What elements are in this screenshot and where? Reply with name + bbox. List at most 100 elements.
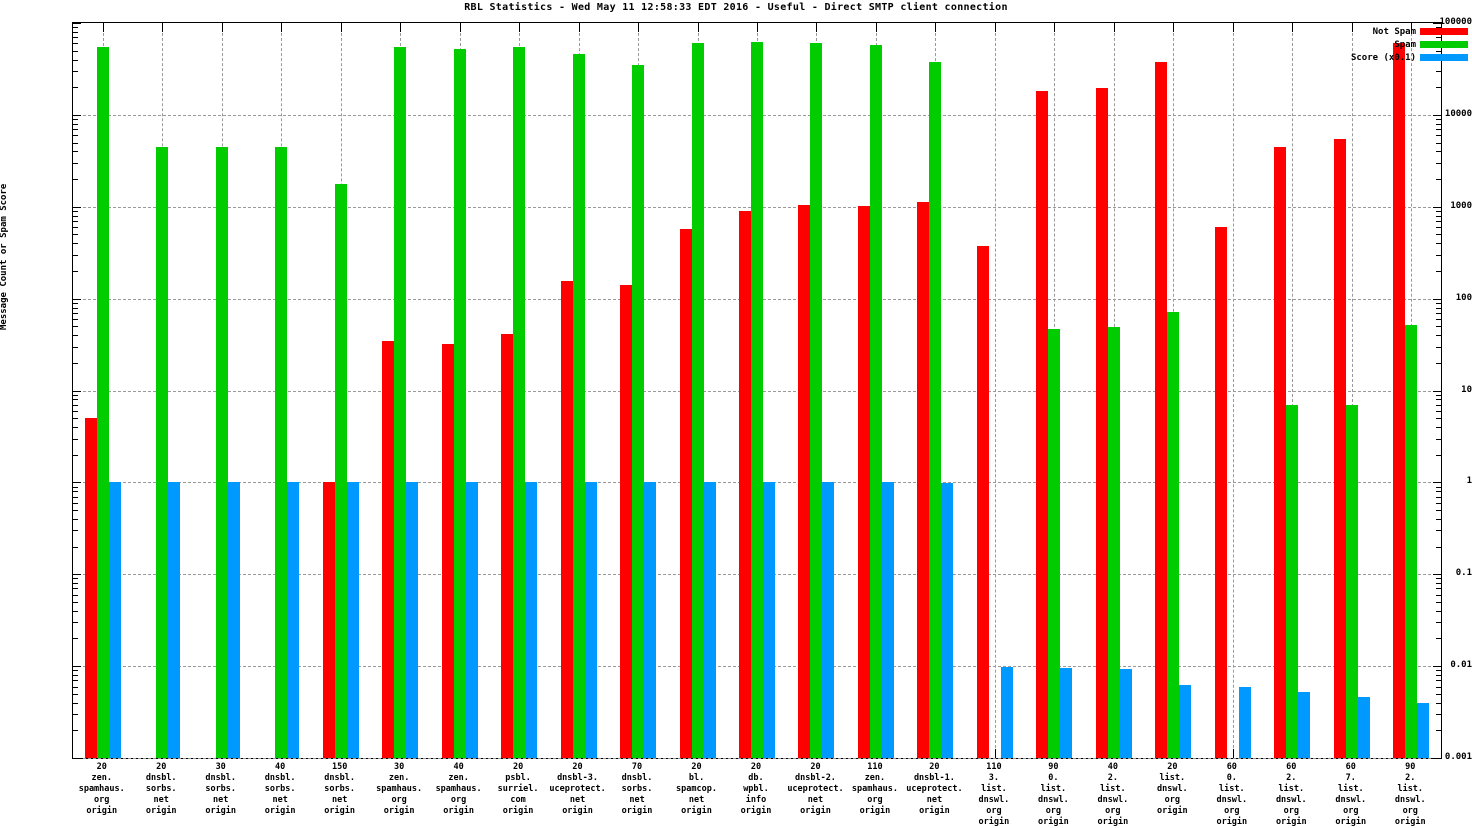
x-axis-tick bbox=[995, 23, 996, 32]
y-axis-minor-tick bbox=[1436, 410, 1441, 412]
y-axis-minor-tick bbox=[1436, 87, 1441, 89]
y-axis-minor-tick bbox=[73, 27, 78, 29]
bar-spam bbox=[334, 184, 347, 758]
x-axis-tick bbox=[341, 23, 342, 32]
x-axis-tick-label: 40 zen. spamhaus. org origin bbox=[435, 762, 482, 816]
bar-spam bbox=[751, 42, 763, 758]
y-axis-major-tick bbox=[1433, 23, 1441, 24]
y-axis-minor-tick bbox=[1436, 129, 1441, 131]
bar-spam bbox=[275, 146, 288, 758]
y-axis-minor-tick bbox=[73, 31, 78, 33]
gridline-vertical bbox=[1233, 23, 1234, 758]
bar-score bbox=[1119, 669, 1132, 758]
y-axis-minor-tick bbox=[1436, 243, 1441, 245]
bar-score bbox=[763, 482, 775, 758]
y-axis-minor-tick bbox=[73, 438, 78, 440]
y-axis-minor-tick bbox=[1436, 307, 1441, 309]
y-axis-minor-tick bbox=[73, 215, 78, 217]
x-axis-tick-label: 110 3. list. dnswl. org origin bbox=[978, 762, 1010, 827]
y-axis-minor-tick bbox=[73, 142, 78, 144]
x-axis-tick-label: 20 dnsbl-2. uceprotect. net origin bbox=[787, 762, 844, 816]
y-axis-minor-tick bbox=[73, 43, 78, 45]
x-axis-tick-label: 20 dnsbl-1. uceprotect. net origin bbox=[906, 762, 963, 816]
bar-spam bbox=[810, 43, 823, 758]
y-axis-minor-tick bbox=[1436, 638, 1441, 640]
y-axis-minor-tick bbox=[73, 210, 78, 212]
y-axis-minor-tick bbox=[73, 87, 78, 89]
y-axis-minor-tick bbox=[73, 399, 78, 401]
x-axis-tick-label: 20 dnsbl. sorbs. net origin bbox=[145, 762, 177, 816]
y-axis-minor-tick bbox=[73, 326, 78, 328]
y-axis-minor-tick bbox=[1436, 438, 1441, 440]
bar-not-spam bbox=[798, 204, 811, 758]
legend-entry: Not Spam bbox=[1373, 26, 1468, 37]
legend-entry-swatch bbox=[1420, 28, 1468, 35]
y-axis-minor-tick bbox=[73, 220, 78, 222]
bar-score bbox=[1417, 702, 1430, 758]
y-axis-minor-tick bbox=[73, 71, 78, 73]
y-axis-minor-tick bbox=[73, 502, 78, 504]
bar-spam bbox=[453, 49, 466, 758]
x-axis-tick-label: 20 dnsbl-3. uceprotect. net origin bbox=[549, 762, 606, 816]
y-axis-minor-tick bbox=[1436, 588, 1441, 590]
x-axis-tick-label: 60 7. list. dnswl. org origin bbox=[1335, 762, 1367, 827]
x-axis-tick-label: 60 0. list. dnswl. org origin bbox=[1216, 762, 1248, 827]
y-axis-minor-tick bbox=[73, 59, 78, 61]
y-axis-minor-tick bbox=[73, 686, 78, 688]
bar-spam bbox=[869, 44, 882, 758]
bar-spam bbox=[1048, 328, 1061, 758]
y-axis-minor-tick bbox=[73, 312, 78, 314]
y-axis-minor-tick bbox=[73, 510, 78, 512]
bar-score bbox=[1060, 667, 1073, 758]
y-axis-minor-tick bbox=[1436, 119, 1441, 121]
y-axis-minor-tick bbox=[73, 670, 78, 672]
y-axis-tick-label: 10000 bbox=[1444, 108, 1472, 119]
y-axis-minor-tick bbox=[73, 302, 78, 304]
y-axis-minor-tick bbox=[1436, 427, 1441, 429]
bar-spam bbox=[1405, 324, 1418, 758]
bar-score bbox=[465, 482, 478, 758]
y-axis-minor-tick bbox=[1436, 326, 1441, 328]
y-axis-minor-tick bbox=[1436, 220, 1441, 222]
x-axis-tick bbox=[222, 23, 223, 32]
y-axis-minor-tick bbox=[73, 714, 78, 716]
bar-spam bbox=[156, 146, 169, 758]
x-axis-tick bbox=[460, 23, 461, 32]
y-axis-minor-tick bbox=[1436, 123, 1441, 125]
bar-not-spam bbox=[739, 210, 751, 758]
x-axis-tick-label: 30 zen. spamhaus. org origin bbox=[376, 762, 423, 816]
y-axis-tick-label: 1 bbox=[1466, 476, 1472, 487]
y-axis-minor-tick bbox=[73, 362, 78, 364]
y-axis-minor-tick bbox=[73, 638, 78, 640]
y-axis-minor-tick bbox=[73, 129, 78, 131]
x-axis-tick bbox=[876, 23, 877, 32]
x-axis-tick-label: 90 0. list. dnswl. org origin bbox=[1038, 762, 1069, 827]
y-axis-minor-tick bbox=[1436, 210, 1441, 212]
bar-score bbox=[1298, 692, 1311, 758]
y-axis-major-tick bbox=[1433, 758, 1441, 759]
y-axis-major-tick bbox=[73, 574, 81, 576]
y-axis-minor-tick bbox=[1436, 693, 1441, 695]
y-axis-minor-tick bbox=[1436, 714, 1441, 716]
bar-spam bbox=[1167, 311, 1180, 758]
x-axis-tick bbox=[1233, 23, 1234, 32]
y-axis-minor-tick bbox=[73, 546, 78, 548]
x-axis-tick bbox=[698, 23, 699, 32]
y-axis-minor-tick bbox=[73, 254, 78, 256]
y-axis-minor-tick bbox=[73, 680, 78, 682]
bar-score bbox=[406, 482, 419, 758]
y-axis-minor-tick bbox=[1436, 486, 1441, 488]
bar-score bbox=[881, 482, 894, 758]
y-axis-minor-tick bbox=[73, 491, 78, 493]
bar-score bbox=[168, 482, 181, 758]
y-axis-minor-tick bbox=[1436, 399, 1441, 401]
bar-score bbox=[822, 482, 835, 758]
y-axis-major-tick bbox=[1433, 574, 1441, 576]
y-axis-minor-tick bbox=[73, 578, 78, 580]
bar-spam bbox=[215, 146, 228, 758]
bar-not-spam bbox=[976, 246, 989, 758]
x-axis-tick bbox=[1411, 23, 1412, 32]
bar-not-spam bbox=[1155, 61, 1168, 758]
y-axis-major-tick bbox=[1433, 206, 1441, 208]
y-axis-minor-tick bbox=[1436, 670, 1441, 672]
